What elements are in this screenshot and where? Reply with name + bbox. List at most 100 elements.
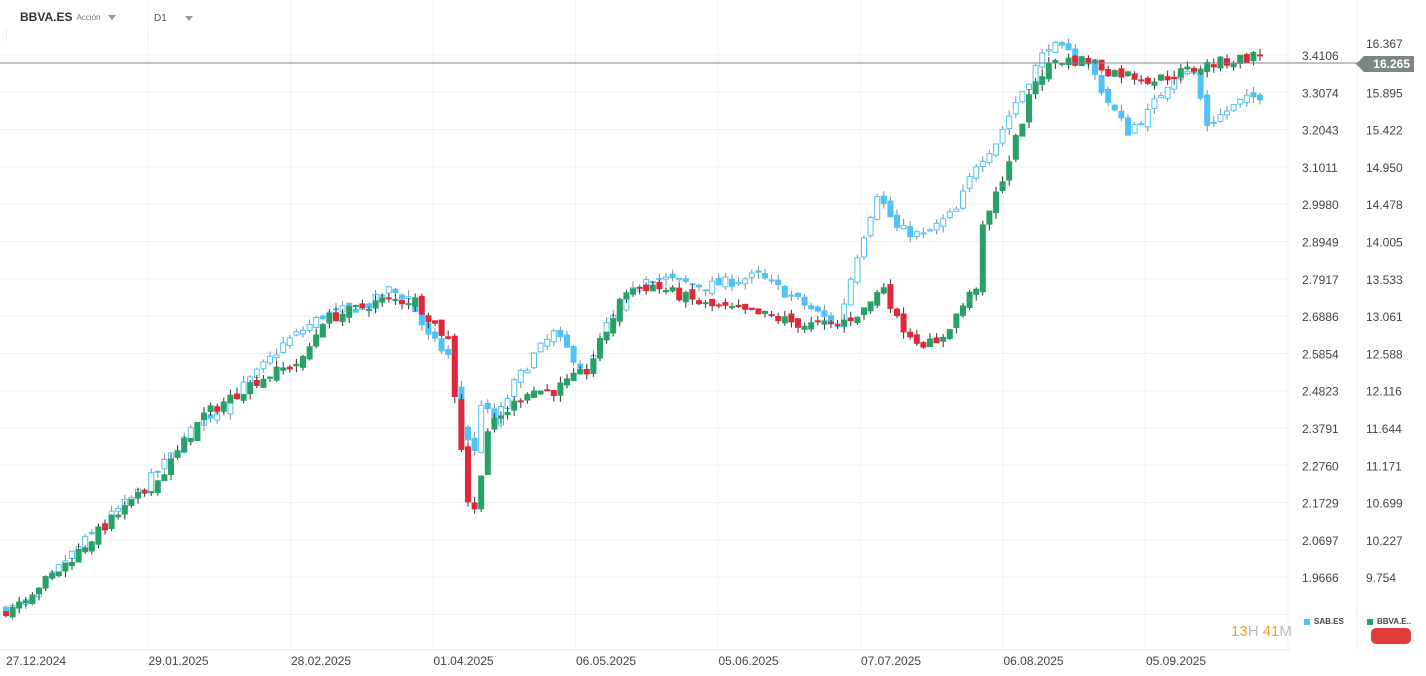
instrument-type: Acción (76, 12, 101, 22)
candle-bbva (445, 336, 452, 339)
candle-bbva (148, 491, 155, 494)
candle-sab (762, 273, 768, 279)
candle-sab (729, 278, 735, 287)
divider (6, 28, 7, 42)
candle-bbva (913, 334, 920, 344)
candle-bbva (253, 380, 260, 386)
candle-bbva (979, 224, 986, 293)
candle-bbva (1191, 67, 1197, 72)
candle-bbva (214, 406, 221, 412)
candle-bbva (465, 446, 471, 503)
y-tick-right: 14.005 (1366, 236, 1403, 250)
x-tick: 07.07.2025 (861, 654, 921, 668)
candle-sab (187, 427, 194, 440)
candle-sab (788, 294, 795, 297)
candle-sab (874, 196, 881, 220)
candle-bbva (29, 594, 36, 604)
candle-bbva (623, 292, 630, 300)
candle-bbva (1045, 62, 1052, 80)
timer-minutes: 41 (1262, 623, 1280, 640)
candle-sab (1059, 42, 1065, 46)
candle-bbva (564, 378, 570, 386)
candle-bbva (161, 474, 168, 482)
candle-bbva (88, 541, 95, 552)
timeframe-selector[interactable]: D1 (154, 13, 193, 24)
candle-bbva (372, 300, 379, 308)
y-tick-left: 2.2760 (1302, 459, 1339, 473)
candle-sab (1105, 88, 1112, 104)
candle-bbva (412, 297, 419, 307)
candle-bbva (1210, 64, 1217, 68)
candle-bbva (524, 393, 531, 401)
candle-bbva (557, 382, 564, 396)
candle-bbva (656, 281, 663, 290)
candle-bbva (385, 297, 392, 300)
candle-sab (663, 276, 669, 280)
candle-bbva (781, 316, 788, 324)
candle-bbva (1224, 58, 1230, 66)
candle-sab (715, 278, 722, 286)
y-tick-left: 2.7917 (1302, 273, 1339, 287)
candle-bbva (1065, 57, 1072, 66)
candle-bbva (511, 400, 518, 411)
candle-bbva (227, 394, 234, 404)
candle-bbva (755, 308, 762, 315)
candle-sab (465, 426, 471, 441)
candle-sab (1138, 123, 1145, 126)
candle-sab (768, 279, 775, 282)
candle-bbva (702, 302, 709, 305)
candle-bbva (1184, 66, 1191, 70)
x-tick: 29.01.2025 (149, 654, 209, 668)
candle-bbva (115, 514, 122, 518)
candle-sab (1052, 41, 1059, 53)
candle-bbva (418, 295, 425, 315)
candle-bbva (735, 304, 742, 308)
candle-sab (319, 315, 326, 320)
candle-sab (1065, 43, 1072, 51)
candle-sab (1164, 86, 1171, 99)
candle-bbva (273, 366, 280, 381)
candle-bbva (9, 607, 16, 618)
y-tick-left: 3.4106 (1302, 49, 1339, 63)
sell-button[interactable] (1371, 628, 1411, 644)
candle-bbva (359, 303, 366, 309)
candle-bbva (135, 492, 141, 499)
legend-sab[interactable]: SAB.ES (1304, 617, 1344, 626)
y-tick-right: 15.895 (1366, 86, 1403, 100)
candle-bbva (286, 366, 293, 370)
candle-bbva (1125, 71, 1131, 77)
candle-sab (795, 292, 801, 298)
candle-sab (854, 257, 861, 283)
candle-bbva (649, 284, 656, 292)
candle-bbva (319, 324, 326, 338)
legend-label: BBVA.E.. (1377, 617, 1412, 626)
legend-bbva[interactable]: BBVA.E.. (1367, 617, 1411, 626)
candle-bbva (55, 571, 62, 577)
y-tick-right: 15.422 (1366, 124, 1403, 138)
candle-bbva (326, 312, 333, 324)
candle-sab (1158, 95, 1164, 99)
candle-sab (557, 329, 564, 338)
candle-bbva (603, 331, 610, 341)
candle-bbva (729, 306, 735, 309)
candle-sab (240, 381, 247, 395)
candle-bbva (814, 320, 821, 323)
candle-sab (900, 224, 907, 230)
candle-bbva (458, 399, 465, 451)
candle-bbva (260, 378, 267, 388)
candle-bbva (82, 547, 89, 553)
legend-swatch (1367, 618, 1373, 625)
symbol-selector[interactable]: BBVA.ES Acción (20, 10, 117, 24)
x-tick: 27.12.2024 (6, 654, 66, 668)
candle-sab (399, 294, 405, 300)
candle-sab (432, 331, 438, 339)
candle-bbva (1151, 81, 1158, 86)
candle-sab (1045, 49, 1052, 52)
candle-bbva (1118, 68, 1125, 78)
y-tick-right: 11.171 (1366, 459, 1402, 473)
candle-bbva (966, 291, 973, 308)
candle-sab (564, 334, 570, 348)
candle-bbva (333, 312, 339, 322)
candle-sab (115, 507, 122, 512)
